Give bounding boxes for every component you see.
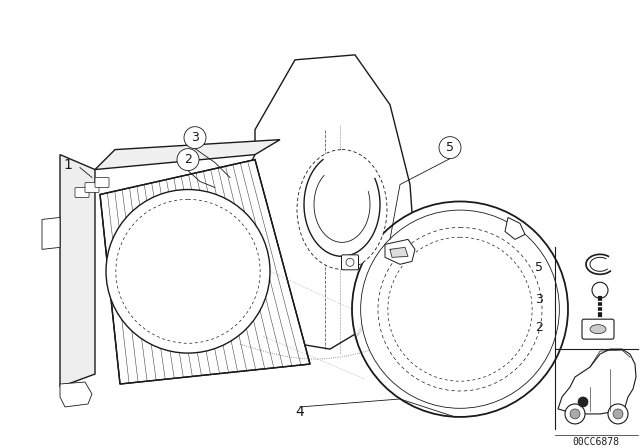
FancyBboxPatch shape [75,188,89,198]
Circle shape [106,190,270,353]
Polygon shape [95,140,280,169]
Polygon shape [60,382,92,407]
Circle shape [346,258,354,266]
Circle shape [177,149,199,171]
Circle shape [439,137,461,159]
Text: 2: 2 [184,153,192,166]
FancyBboxPatch shape [95,177,109,188]
Circle shape [378,228,542,391]
Ellipse shape [297,150,387,269]
FancyBboxPatch shape [582,319,614,339]
FancyBboxPatch shape [342,255,358,270]
Text: 5: 5 [535,261,543,274]
Text: 3: 3 [191,131,199,144]
Text: 5: 5 [446,141,454,154]
Circle shape [570,409,580,419]
Circle shape [565,404,585,424]
Polygon shape [385,239,415,264]
FancyBboxPatch shape [85,182,99,193]
Circle shape [184,127,206,149]
Ellipse shape [590,325,606,334]
Circle shape [592,282,608,298]
Text: 3: 3 [535,293,543,306]
Polygon shape [390,247,408,257]
Circle shape [608,404,628,424]
Circle shape [388,237,532,381]
Text: 00CC6878: 00CC6878 [573,437,620,447]
Text: 2: 2 [535,321,543,334]
Circle shape [578,397,588,407]
Circle shape [352,202,568,417]
Polygon shape [100,159,310,384]
Polygon shape [558,349,636,414]
Polygon shape [505,217,525,239]
Polygon shape [60,155,95,387]
Polygon shape [42,217,60,250]
Text: 1: 1 [63,158,72,172]
Circle shape [613,409,623,419]
Text: 4: 4 [296,405,305,419]
Polygon shape [235,55,415,349]
Circle shape [361,210,559,408]
